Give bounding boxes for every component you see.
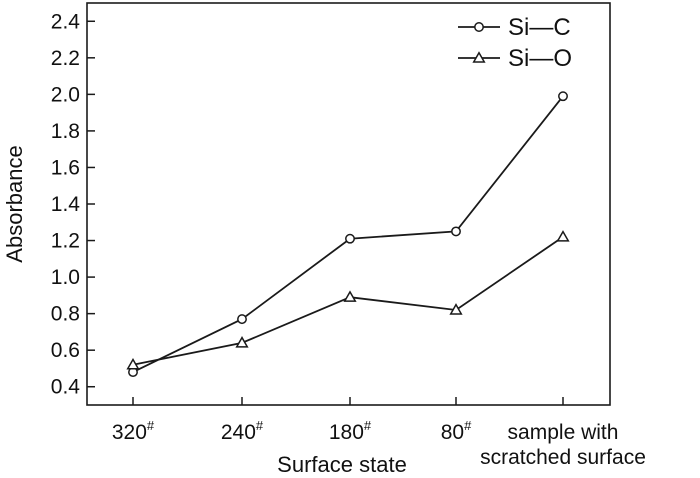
y-tick-label: 1.6 (51, 156, 80, 179)
y-axis: 0.4 0.6 0.8 1.0 1.2 1.4 1.6 1.8 2.0 2.2 2.4 (51, 10, 95, 399)
series-2 (126, 230, 570, 370)
y-tick-label: 2.0 (51, 83, 80, 106)
y-axis-title: Absorbance (2, 145, 27, 262)
series-layer (126, 91, 570, 378)
data-point (451, 226, 461, 237)
y-tick-label: 0.6 (51, 339, 80, 362)
x-axis-title: Surface state (277, 452, 407, 477)
data-point (126, 357, 140, 370)
series-1 (128, 91, 568, 378)
data-point (343, 290, 357, 302)
data-point (235, 336, 249, 348)
y-tick-label: 1.8 (51, 120, 80, 143)
legend-marker (472, 51, 486, 63)
legend: Si—C Si—O (458, 14, 572, 72)
y-tick-label: 0.4 (51, 376, 81, 399)
y-tick-label: 1.2 (51, 230, 80, 253)
y-tick-label: 2.2 (51, 47, 80, 70)
data-point (449, 303, 463, 315)
series-line (132, 95, 564, 373)
legend-marker (474, 22, 484, 32)
y-tick-label: 2.4 (51, 10, 81, 33)
legend-label: Si—O (508, 45, 572, 72)
data-point (558, 91, 568, 102)
legend-entry: Si—C (458, 14, 571, 41)
x-tick-label-line2: scratched surface (480, 446, 646, 469)
x-tick-label: 80# (441, 418, 472, 444)
y-tick-label: 1.0 (51, 266, 80, 289)
legend-label: Si—C (508, 14, 571, 41)
x-tick-label: sample with (508, 421, 619, 444)
x-tick-label: 240# (221, 418, 264, 444)
data-point (237, 314, 247, 325)
data-point (345, 233, 355, 244)
y-tick-label: 1.4 (51, 193, 81, 216)
x-tick-label: 320# (112, 418, 155, 444)
y-tick-label: 0.8 (51, 303, 80, 326)
x-tick-label: 180# (329, 418, 372, 444)
legend-entry: Si—O (458, 45, 572, 72)
data-point (556, 230, 570, 242)
